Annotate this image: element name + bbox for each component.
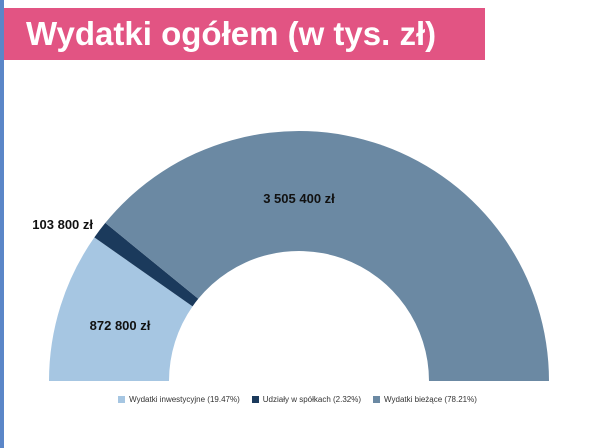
legend-swatch [373,396,381,403]
data-label-1: 872 800 zł [90,318,151,333]
legend-item-1: Wydatki inwestycyjne (19.47%) [118,395,240,404]
donut-segment-2 [94,222,199,307]
page-title: Wydatki ogółem (w tys. zł) [4,8,485,60]
left-accent-rule [0,0,4,448]
legend-label: Udziały w spółkach (2.32%) [262,395,362,404]
legend-swatch [251,396,259,403]
donut-segment-1 [49,237,193,381]
legend-swatch [118,396,126,403]
legend-label: Wydatki bieżące (78.21%) [384,395,477,404]
data-label-2: 103 800 zł [32,217,93,232]
legend-label: Wydatki inwestycyjne (19.47%) [129,395,240,404]
legend-item-3: Wydatki bieżące (78.21%) [373,395,477,404]
donut-segment-3 [105,130,550,381]
legend-item-2: Udziały w spółkach (2.32%) [251,395,362,404]
chart-legend: Wydatki inwestycyjne (19.47%) Udziały w s… [0,395,595,404]
data-label-3: 3 505 400 zł [263,191,335,206]
